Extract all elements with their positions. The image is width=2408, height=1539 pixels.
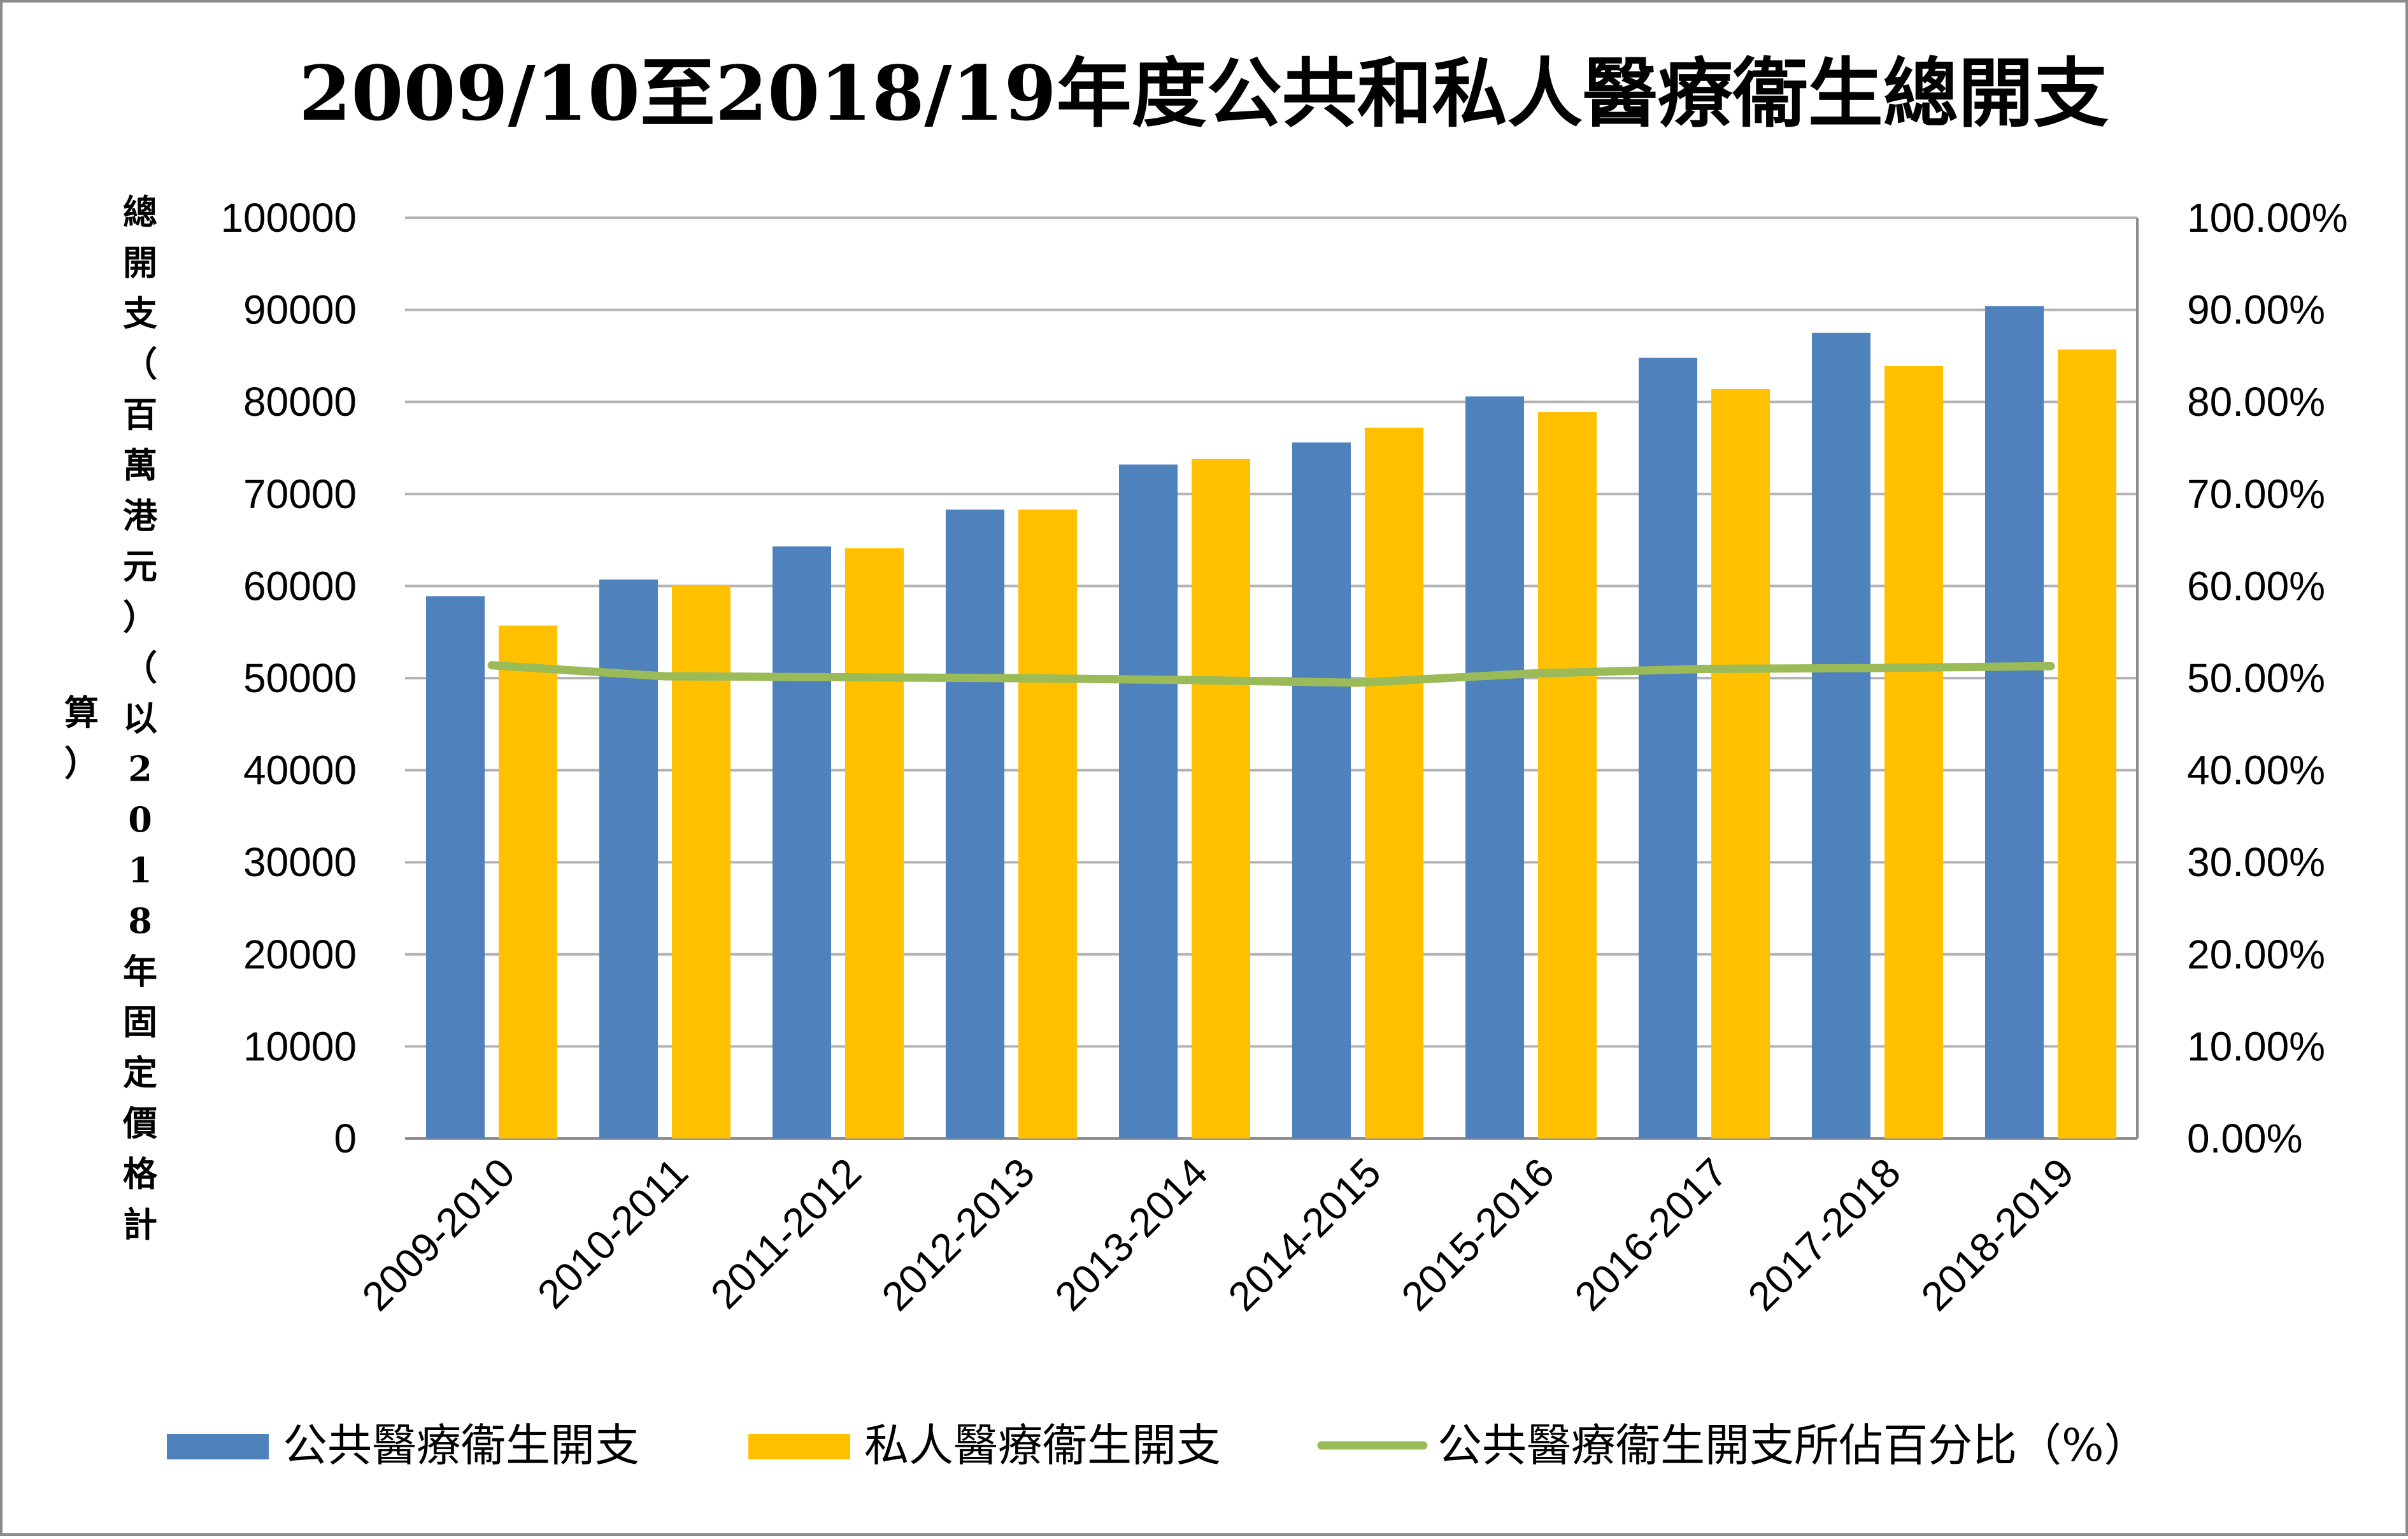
private-bar	[499, 625, 557, 1138]
y2-tick-label: 0.00%	[2187, 1116, 2302, 1161]
y-tick-label: 0	[334, 1116, 357, 1161]
private-bar	[1018, 509, 1077, 1138]
public-bar	[1985, 306, 2044, 1138]
y-tick-label: 90000	[243, 287, 357, 333]
y-tick-label: 10000	[243, 1023, 357, 1069]
y-axis-label-col1: 總開支（百萬港元）（以 2 0 1 8 年固定價格計	[122, 192, 158, 1245]
public-bar	[773, 546, 831, 1138]
legend-label: 公共醫療衞生開支	[283, 1419, 639, 1472]
y2-tick-label: 80.00%	[2187, 379, 2325, 425]
public-bar	[1292, 442, 1351, 1138]
private-bar	[1192, 458, 1250, 1138]
legend-label: 私人醫療衞生開支	[864, 1419, 1221, 1472]
public-bar	[1639, 357, 1697, 1138]
chart-title: 2009/10至2018/19年度公共和私人醫療衞生總開支	[299, 49, 2108, 138]
y-tick-label: 60000	[243, 563, 357, 609]
private-bar	[1365, 427, 1423, 1138]
y-tick-label: 70000	[243, 471, 357, 517]
legend-label: 公共醫療衞生開支所佔百分比（%）	[1437, 1419, 2149, 1472]
legend-swatch	[748, 1434, 850, 1459]
percentage-line	[487, 661, 2055, 687]
y-axis-ticks: 0 10000 20000 30000 40000 50000 60000 70000 8000…	[220, 195, 357, 1161]
y2-tick-label: 90.00%	[2187, 287, 2325, 333]
y2-tick-label: 10.00%	[2187, 1023, 2325, 1069]
legend: 公共醫療衞生開支 私人醫療衞生開支 公共醫療衞生開支所佔百分比（%）	[167, 1419, 2149, 1472]
y2-tick-label: 30.00%	[2187, 839, 2325, 885]
legend-swatch	[167, 1434, 269, 1459]
y-tick-label: 80000	[243, 379, 357, 425]
y-tick-label: 100000	[220, 195, 357, 241]
y2-tick-label: 70.00%	[2187, 471, 2325, 517]
private-bar	[2058, 349, 2116, 1138]
private-bar	[845, 548, 904, 1138]
y-tick-label: 40000	[243, 748, 357, 793]
y-tick-label: 20000	[243, 932, 357, 977]
y2-axis-ticks: 0.00% 10.00% 20.00% 30.00% 40.00% 50.00% 60.00…	[2187, 195, 2348, 1161]
public-bar	[599, 579, 658, 1138]
private-bar	[1711, 388, 1770, 1138]
line-series	[487, 661, 2055, 687]
public-bar	[1465, 396, 1524, 1139]
y-tick-label: 30000	[243, 839, 357, 885]
private-bar	[1884, 365, 1943, 1138]
y2-tick-label: 50.00%	[2187, 655, 2325, 701]
private-bar	[672, 585, 730, 1138]
private-bar	[1538, 412, 1597, 1139]
y2-tick-label: 100.00%	[2187, 195, 2348, 241]
y2-tick-label: 20.00%	[2187, 932, 2325, 977]
y-axis-label-col2: 算）	[64, 692, 99, 784]
public-bar	[426, 596, 485, 1138]
y2-tick-label: 60.00%	[2187, 563, 2325, 609]
public-bar	[1812, 332, 1870, 1138]
public-bar	[1119, 464, 1178, 1138]
y2-tick-label: 40.00%	[2187, 748, 2325, 793]
public-bar	[946, 509, 1004, 1138]
y-tick-label: 50000	[243, 655, 357, 701]
